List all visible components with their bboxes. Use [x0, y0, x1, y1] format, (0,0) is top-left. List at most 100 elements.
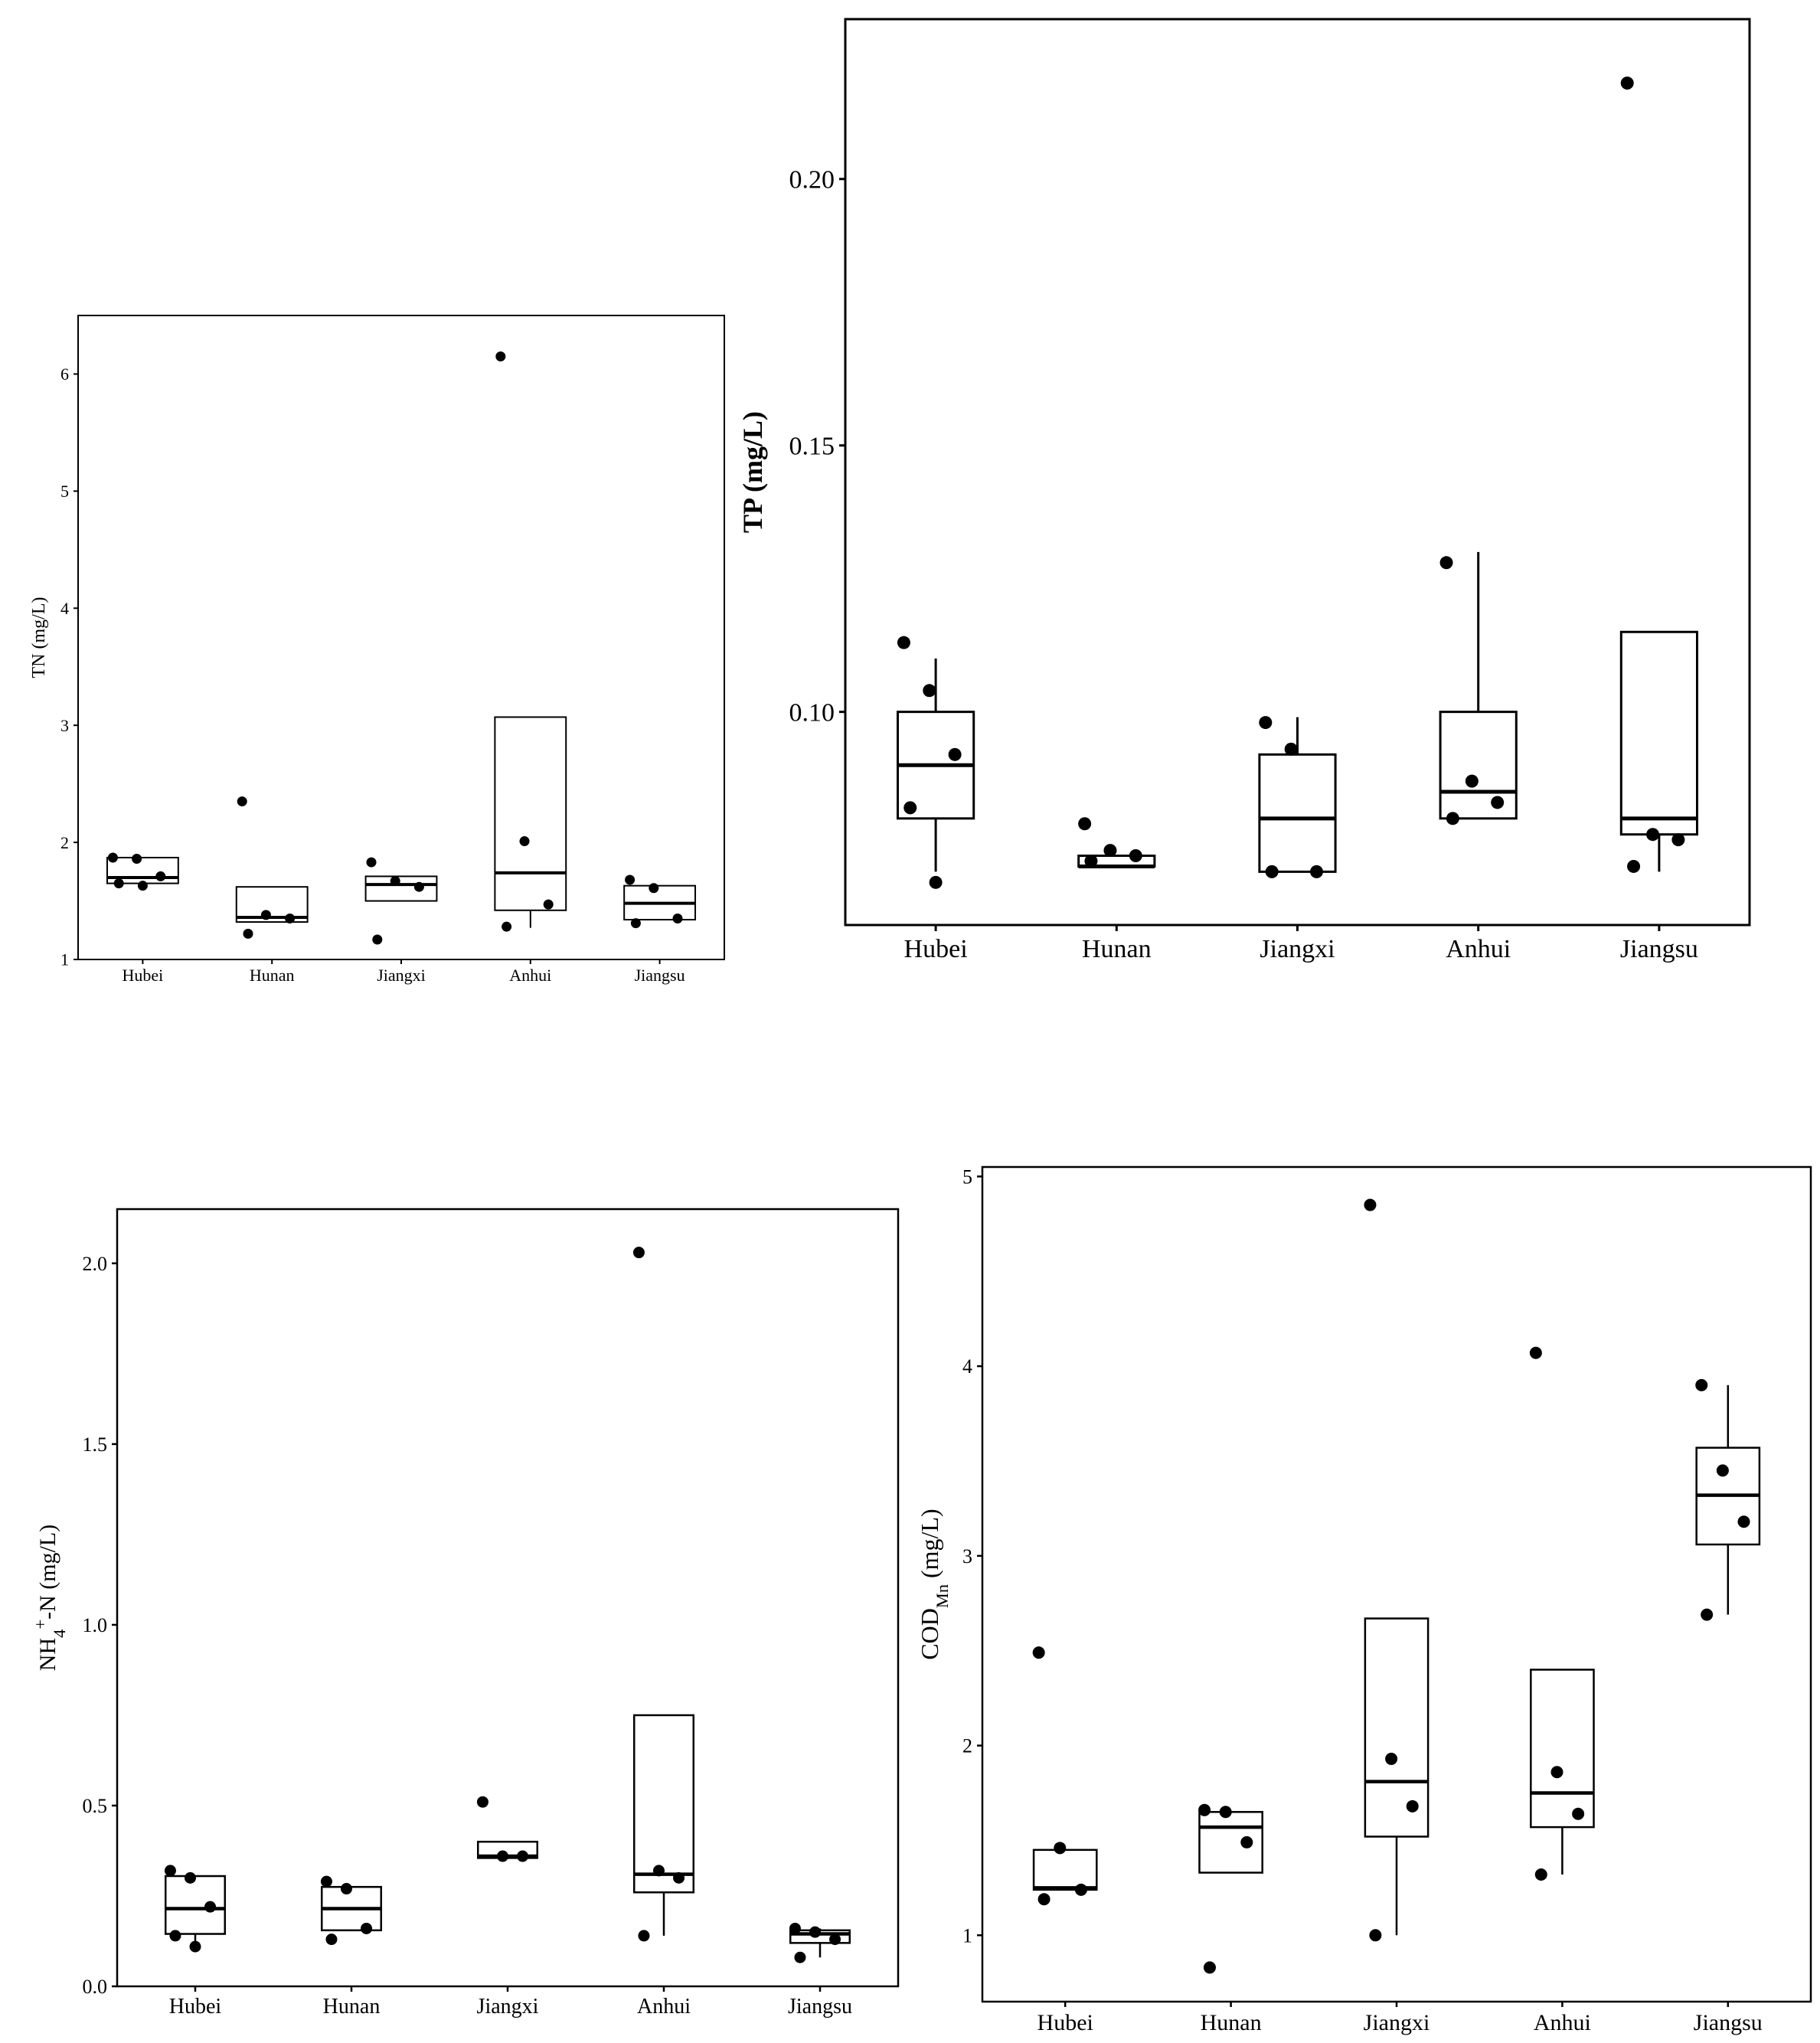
- codmn-ytick-label: 4: [962, 1355, 972, 1378]
- tn-data-point: [107, 852, 118, 863]
- tn-data-point: [390, 876, 400, 887]
- codmn-boxplot-panel: 1 2 3 4 5 CODMn (mg/L) Hubei Hunan Jiangxi Anhui J…: [916, 1165, 1812, 2035]
- tn-data-point: [649, 883, 659, 894]
- nh4-data-point: [189, 1940, 201, 1953]
- tn-ytick-label: 4: [60, 599, 69, 618]
- codmn-data-point: [1198, 1803, 1211, 1816]
- tp-ytick-label: 0.15: [789, 433, 835, 461]
- tp-box: [1258, 753, 1337, 873]
- codmn-data-point: [1701, 1608, 1714, 1621]
- nh4-ytick-label: 2.0: [83, 1253, 108, 1275]
- codmn-box: [1032, 1849, 1098, 1891]
- codmn-box: [1198, 1811, 1263, 1874]
- codmn-ytick-label: 1: [962, 1924, 972, 1947]
- tn-data-point: [495, 351, 506, 362]
- tp-data-point: [1084, 854, 1098, 868]
- tn-data-point: [630, 918, 641, 929]
- tp-box: [1619, 630, 1699, 836]
- tp-data-point: [1620, 77, 1634, 90]
- codmn-data-point: [1572, 1807, 1585, 1820]
- tn-data-point: [137, 881, 148, 891]
- nh4-data-point: [789, 1922, 801, 1934]
- nh4-data-point: [496, 1850, 508, 1862]
- tp-box: [1439, 711, 1518, 820]
- nh4-data-point: [325, 1933, 338, 1946]
- codmn-data-point: [1203, 1961, 1216, 1974]
- tn-boxplot-panel: 1 2 3 4 5 6 TN (mg/L) Hubei Hunan Jiangxi Anhui Jia…: [29, 315, 725, 985]
- tn-xtick-label: Jiangxi: [377, 966, 426, 985]
- codmn-box: [1364, 1617, 1430, 1838]
- tp-ytick-label: 0.20: [789, 166, 835, 194]
- tp-data-point: [1309, 865, 1323, 878]
- tp-xtick-label: Anhui: [1446, 935, 1511, 963]
- tn-data-point: [625, 874, 636, 885]
- tp-data-point: [1103, 844, 1117, 858]
- nh4-data-point: [204, 1901, 217, 1913]
- nh4-xtick-label: Jiangxi: [477, 1995, 539, 2018]
- tn-xtick-label: Hubei: [123, 966, 164, 985]
- codmn-xtick-label: Anhui: [1534, 2010, 1591, 2035]
- nh4-data-point: [632, 1247, 645, 1259]
- codmn-xtick-label: Hunan: [1201, 2010, 1262, 2035]
- codmn-data-point: [1385, 1752, 1398, 1765]
- codmn-ytick-label: 3: [962, 1545, 972, 1567]
- nh4-data-point: [184, 1871, 196, 1884]
- tp-data-point: [1078, 817, 1092, 831]
- tp-data-point: [1284, 742, 1298, 756]
- codmn-y-axis-label: CODMn (mg/L): [916, 1509, 952, 1659]
- tp-ytick-label: 0.10: [789, 699, 835, 727]
- codmn-data-point: [1716, 1464, 1729, 1477]
- tn-box: [364, 875, 438, 902]
- tn-ytick-label: 1: [60, 950, 69, 969]
- tn-xtick-label: Hunan: [250, 966, 295, 985]
- codmn-data-point: [1240, 1835, 1253, 1849]
- tp-data-point: [1265, 865, 1279, 878]
- tn-data-point: [502, 921, 512, 932]
- nh4-ytick-label: 0.0: [83, 1976, 108, 1998]
- nh4-data-point: [673, 1871, 685, 1884]
- tn-data-point: [155, 871, 166, 881]
- tp-data-point: [1491, 796, 1505, 809]
- codmn-ytick-label: 2: [962, 1735, 972, 1757]
- codmn-data-point: [1534, 1868, 1547, 1881]
- nh4-data-point: [809, 1926, 821, 1938]
- tp-data-point: [1627, 859, 1641, 873]
- tn-data-point: [243, 928, 253, 939]
- tn-data-point: [260, 910, 271, 920]
- tn-data-point: [372, 934, 383, 945]
- tp-data-point: [897, 636, 910, 649]
- tn-data-point: [543, 899, 554, 910]
- codmn-data-point: [1406, 1799, 1419, 1813]
- nh4-ytick-label: 1.0: [83, 1614, 108, 1636]
- tp-y-axis-label: TP (mg/L): [737, 411, 768, 533]
- tp-boxplot-panel: 0.10 0.15 0.20 TP (mg/L) Hubei Hunan Jiangxi An…: [737, 18, 1751, 963]
- nh4-ytick-label: 0.5: [83, 1795, 108, 1817]
- tn-data-point: [237, 796, 247, 807]
- nh4-boxplot-panel: 0.0 0.5 1.0 1.5 2.0 NH4+-N (mg/L) Hubei Hunan Ji…: [31, 1208, 900, 2018]
- nh4-ytick-label: 1.5: [83, 1433, 108, 1456]
- tp-data-point: [1671, 833, 1685, 847]
- nh4-data-point: [652, 1865, 665, 1877]
- nh4-data-point: [164, 1865, 176, 1877]
- tn-box: [494, 716, 567, 911]
- codmn-data-point: [1737, 1515, 1750, 1528]
- nh4-y-axis-label: NH4+-N (mg/L): [31, 1525, 69, 1671]
- nh4-data-point: [794, 1951, 806, 1963]
- tn-xtick-label: Jiangsu: [635, 966, 685, 985]
- nh4-data-point: [169, 1930, 181, 1942]
- codmn-data-point: [1529, 1346, 1542, 1359]
- codmn-data-point: [1364, 1198, 1377, 1211]
- tn-data-point: [366, 857, 377, 868]
- codmn-data-point: [1074, 1883, 1087, 1896]
- tn-data-point: [519, 836, 530, 847]
- codmn-data-point: [1369, 1929, 1382, 1942]
- tn-data-point: [413, 881, 424, 892]
- nh4-plot-frame: [116, 1208, 900, 1988]
- tn-ytick-label: 3: [60, 716, 69, 735]
- nh4-box: [164, 1875, 227, 1935]
- tp-data-point: [1259, 716, 1273, 730]
- tp-data-point: [903, 801, 917, 815]
- codmn-xtick-label: Hubei: [1037, 2010, 1093, 2035]
- codmn-data-point: [1054, 1842, 1067, 1855]
